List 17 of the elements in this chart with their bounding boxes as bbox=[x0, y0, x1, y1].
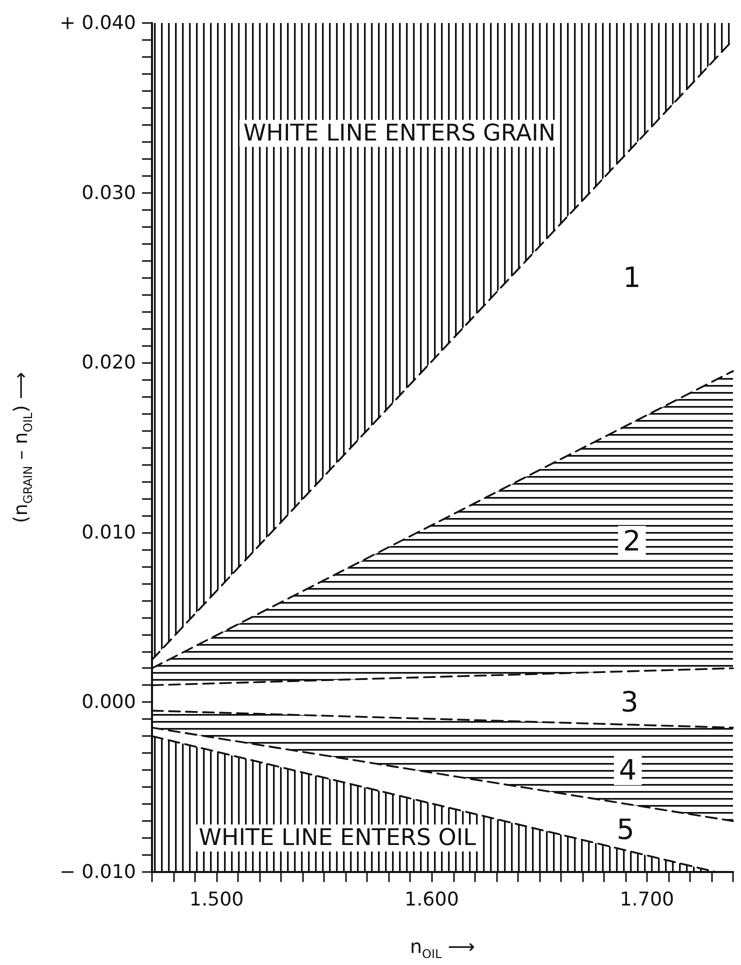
annotation: 3 bbox=[620, 686, 638, 719]
y-axis-title: (nGRAIN – nOIL) ⟶ bbox=[10, 372, 35, 524]
annotation: 2 bbox=[622, 524, 641, 558]
y-tick-label: 0.020 bbox=[82, 352, 136, 374]
annotation: 5 bbox=[616, 813, 634, 846]
annotation: 4 bbox=[618, 754, 637, 787]
y-tick-label: 0.010 bbox=[82, 521, 136, 544]
x-tick-label: 1.600 bbox=[404, 888, 459, 910]
y-tick-label: − 0.010 bbox=[60, 861, 136, 883]
annotation: WHITE LINE ENTERS OIL bbox=[198, 825, 476, 852]
x-tick-label: 1.500 bbox=[189, 888, 244, 910]
y-tick-label: 0.000 bbox=[82, 691, 136, 714]
x-tick-label: 1.700 bbox=[620, 888, 674, 910]
y-tick-label: 0.030 bbox=[82, 182, 136, 204]
y-tick-label: + 0.040 bbox=[60, 12, 136, 34]
annotation: WHITE LINE ENTERS GRAIN bbox=[243, 120, 556, 146]
annotation: 1 bbox=[622, 261, 641, 294]
